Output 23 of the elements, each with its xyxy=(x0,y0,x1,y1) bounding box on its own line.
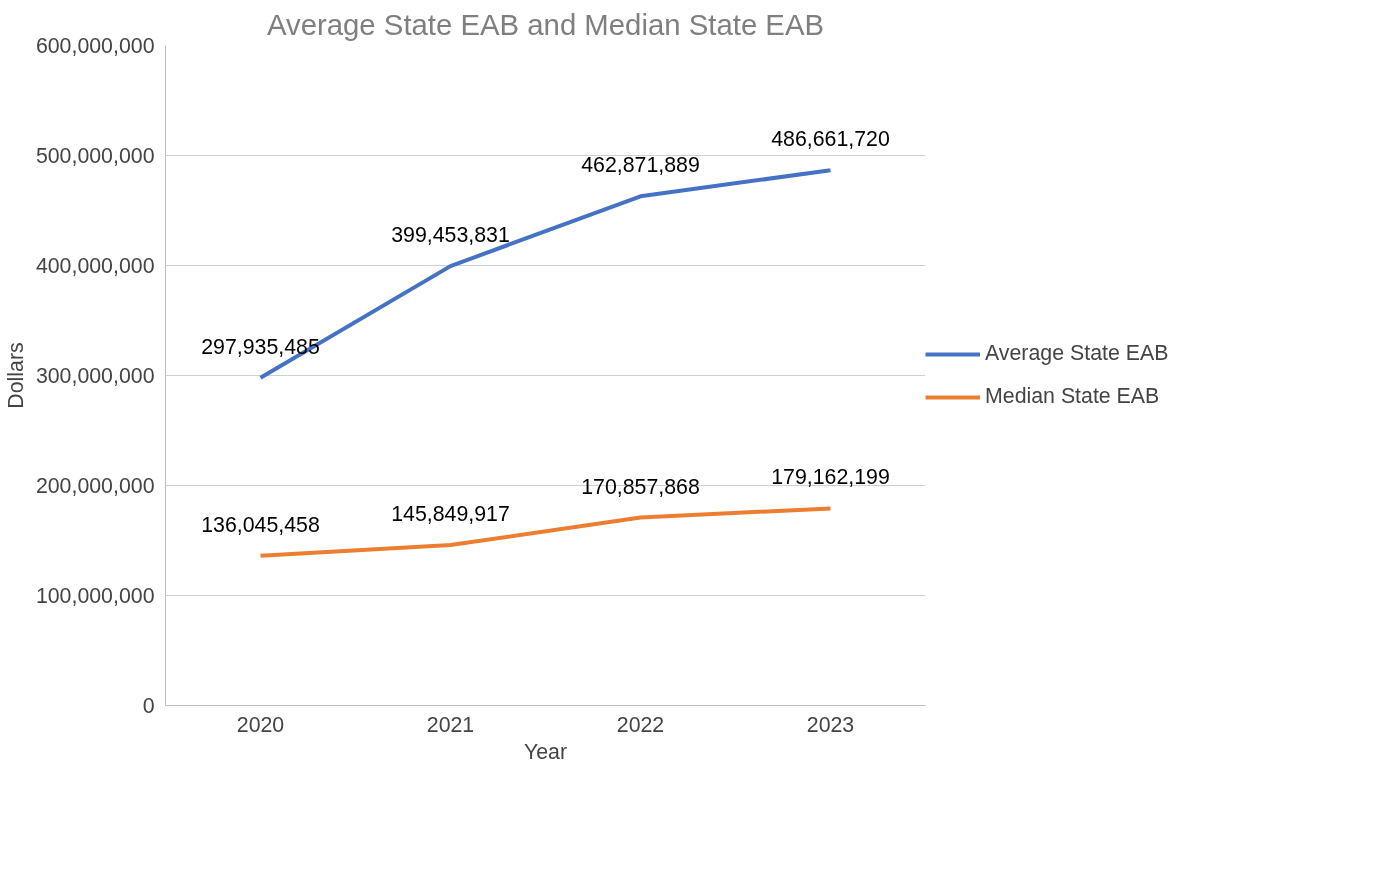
data-label: 170,857,868 xyxy=(581,474,700,499)
y-axis-title: Dollars xyxy=(3,342,28,409)
legend-label: Median State EAB xyxy=(985,384,1160,409)
y-tick-label: 100,000,000 xyxy=(35,584,155,608)
data-label: 399,453,831 xyxy=(391,223,510,248)
x-tick-label: 2022 xyxy=(616,712,665,737)
y-tick-label: 600,000,000 xyxy=(35,34,155,58)
y-tick-label: 0 xyxy=(142,694,155,718)
data-label: 486,661,720 xyxy=(771,127,890,152)
y-tick-label: 400,000,000 xyxy=(35,254,155,278)
x-tick-label: 2020 xyxy=(236,712,285,737)
y-tick-label: 500,000,000 xyxy=(35,144,155,168)
data-label: 462,871,889 xyxy=(581,153,700,178)
data-label: 145,849,917 xyxy=(391,502,510,527)
data-label: 136,045,458 xyxy=(201,512,320,537)
chart-title: Average State EAB and Median State EAB xyxy=(266,7,825,41)
y-tick-label: 200,000,000 xyxy=(35,474,155,498)
legend-label: Average State EAB xyxy=(985,341,1169,366)
x-tick-label: 2021 xyxy=(426,712,475,737)
y-tick-label: 300,000,000 xyxy=(35,364,155,388)
x-tick-label: 2023 xyxy=(806,712,855,737)
data-label: 179,162,199 xyxy=(771,465,890,490)
x-axis-title: Year xyxy=(523,739,568,764)
